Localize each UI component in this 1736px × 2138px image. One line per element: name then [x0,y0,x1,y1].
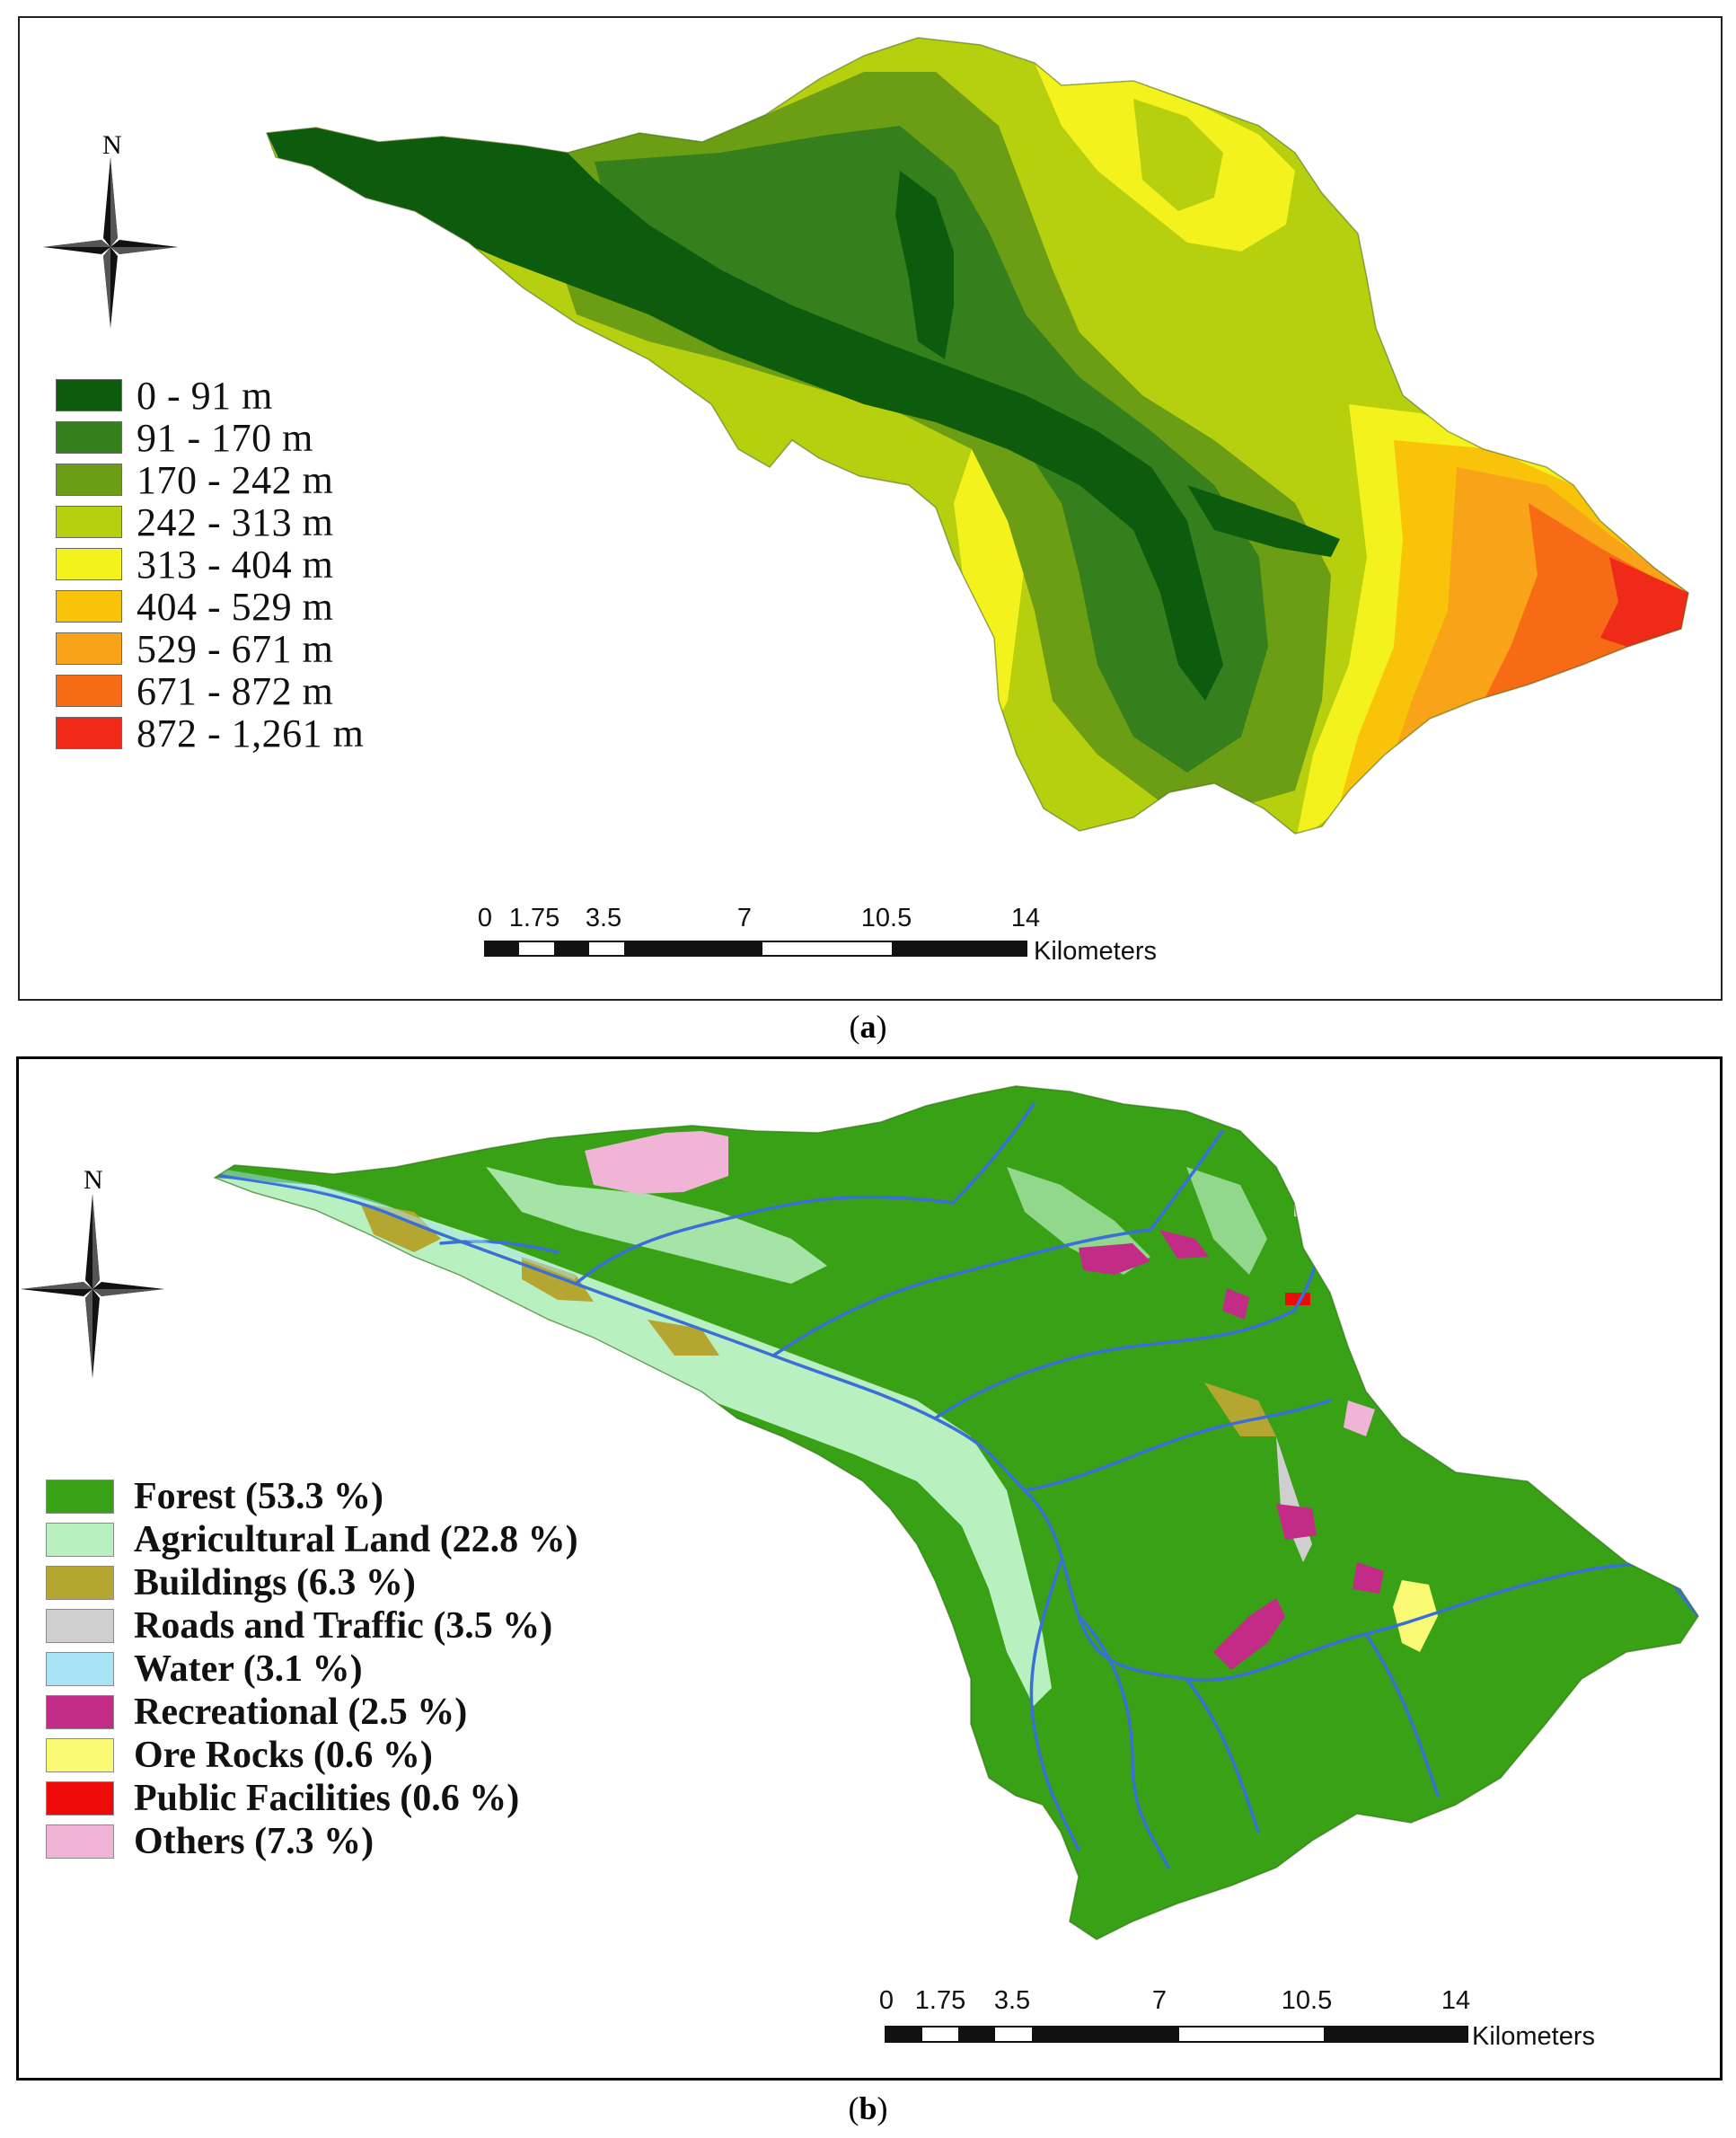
legend-label: Agricultural Land (22.8 %) [134,1519,578,1560]
legend-label: Forest (53.3 %) [134,1476,383,1517]
land-use-map [214,1085,1699,1940]
legend-swatch [56,590,122,623]
legend-swatch [46,1523,114,1557]
legend-label: 313 - 404 m [137,542,334,587]
land-use-map-panel: N Forest (53.3 %) Agricultural Land (22.8… [16,1056,1723,2081]
legend-swatch [46,1824,114,1859]
legend-label: 0 - 91 m [137,373,273,418]
scale-units: Kilometers [1034,937,1157,966]
legend-swatch [56,506,122,538]
scale-tick-3: 7 [1151,1986,1168,2015]
north-arrow: N [43,130,178,328]
scale-bar: 0 1.75 3.5 7 10.5 14 [872,1986,1470,2067]
caption-b: (b) [848,2090,888,2126]
legend-label: Buildings (6.3 %) [134,1562,416,1604]
legend-item: 313 - 404 m [56,543,333,587]
legend-label: Public Facilities (0.6 %) [134,1778,520,1819]
legend-item: 404 - 529 m [56,585,333,629]
scale-bar-graphic [484,941,1027,957]
legend-label: Others (7.3 %) [134,1821,375,1862]
legend-item: Agricultural Land (22.8 %) [46,1519,578,1560]
compass-icon [43,157,178,328]
legend-label: 242 - 313 m [137,499,334,544]
legend-item: 0 - 91 m [56,374,273,418]
legend-item: 671 - 872 m [56,669,333,713]
legend-label: 671 - 872 m [137,668,334,713]
scale-tick-5: 14 [1441,1986,1471,2015]
legend-swatch [56,421,122,454]
scale-tick-5: 14 [1010,904,1041,932]
caption-a: (a) [849,1009,887,1045]
legend-swatch [46,1738,114,1772]
legend-item: 242 - 313 m [56,500,333,544]
elevation-map-panel: N 0 - 91 m 91 - 170 m 170 - 242 m 242 - 313… [18,16,1723,1001]
scale-tick-0: 0 [477,904,493,932]
north-arrow: N [21,1165,164,1381]
scale-units: Kilometers [1472,2022,1595,2051]
compass-icon [21,1194,164,1378]
legend-item: Public Facilities (0.6 %) [46,1778,519,1819]
scale-tick-0: 0 [878,1986,894,2015]
elevation-legend: 0 - 91 m 91 - 170 m 170 - 242 m 242 - 313 m… [56,374,433,934]
legend-item: Roads and Traffic (3.5 %) [46,1605,552,1647]
land-use-legend: Forest (53.3 %) Agricultural Land (22.8 %… [46,1468,639,2061]
north-label: N [102,130,122,160]
legend-swatch [46,1652,114,1686]
legend-label: Recreational (2.5 %) [134,1692,468,1733]
legend-item: 91 - 170 m [56,416,313,460]
river-network [219,1102,1698,1869]
legend-label: 170 - 242 m [137,457,334,502]
elevation-map [266,37,1689,835]
caption-b-letter: b [859,2090,877,2126]
legend-label: 872 - 1,261 m [137,711,365,755]
legend-item: 872 - 1,261 m [56,711,364,755]
scale-tick-2: 3.5 [585,904,622,932]
legend-swatch [46,1781,114,1816]
legend-item: 529 - 671 m [56,627,333,671]
legend-item: Ore Rocks (0.6 %) [46,1735,433,1776]
scale-tick-2: 3.5 [993,1986,1031,2015]
caption-a-letter: a [859,1009,877,1045]
legend-label: Ore Rocks (0.6 %) [134,1735,433,1776]
legend-label: 529 - 671 m [137,626,334,671]
legend-swatch [46,1480,114,1514]
scale-tick-3: 7 [736,904,753,932]
legend-swatch [46,1695,114,1729]
legend-item: Water (3.1 %) [46,1648,363,1690]
legend-item: Others (7.3 %) [46,1821,374,1862]
scale-tick-4: 10.5 [860,904,912,932]
scale-bar: 0 1.75 3.5 7 10.5 14 Kilometers [466,904,1220,985]
legend-swatch [56,632,122,665]
scale-tick-1: 1.75 [914,1986,966,2015]
legend-swatch [56,464,122,496]
legend-swatch [56,548,122,580]
legend-item: Forest (53.3 %) [46,1476,383,1517]
legend-item: 170 - 242 m [56,458,333,502]
legend-item: Buildings (6.3 %) [46,1562,416,1604]
legend-swatch [56,717,122,749]
scale-bar-graphic [885,2026,1468,2043]
legend-label: Water (3.1 %) [134,1648,363,1690]
scale-tick-1: 1.75 [508,904,560,932]
legend-swatch [46,1609,114,1643]
legend-swatch [56,379,122,411]
legend-label: 404 - 529 m [137,584,334,629]
legend-label: 91 - 170 m [137,415,313,460]
legend-swatch [46,1566,114,1600]
legend-item: Recreational (2.5 %) [46,1692,467,1733]
north-label: N [84,1165,103,1195]
legend-swatch [56,675,122,707]
legend-label: Roads and Traffic (3.5 %) [134,1605,553,1647]
scale-tick-4: 10.5 [1281,1986,1333,2015]
